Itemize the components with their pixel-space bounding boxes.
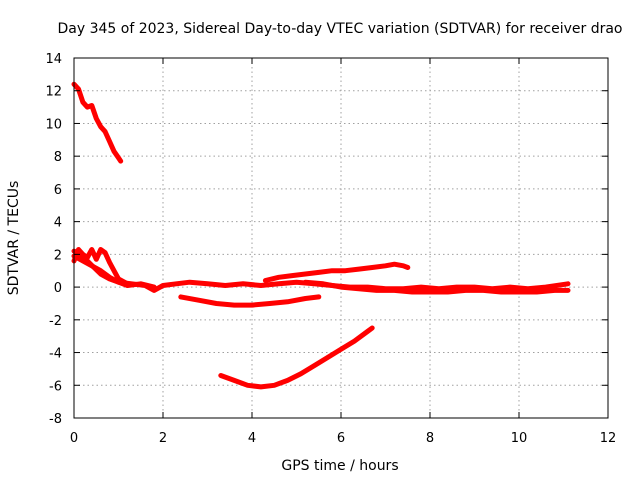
y-tick-label: -4 xyxy=(49,347,62,362)
x-tick-label: 12 xyxy=(600,431,617,446)
x-tick-label: 0 xyxy=(70,431,78,446)
x-tick-label: 10 xyxy=(511,431,528,446)
y-tick-label: 2 xyxy=(54,248,62,263)
x-tick-label: 2 xyxy=(159,431,167,446)
series-arc-6 xyxy=(262,261,411,283)
series-arc-7 xyxy=(302,279,571,295)
y-tick-label: -8 xyxy=(49,412,62,427)
y-tick-label: 12 xyxy=(45,85,62,100)
x-tick-label: 8 xyxy=(426,431,434,446)
series-arc-8 xyxy=(218,325,375,390)
series-arc-4 xyxy=(71,253,157,290)
axis-ticks: 0 2 4 6 8 10 12 -8 -6 -4 -2 0 2 4 6 8 10 12 14 xyxy=(45,52,616,446)
y-tick-label: 8 xyxy=(54,150,62,165)
x-tick-label: 4 xyxy=(248,431,256,446)
y-tick-label: 6 xyxy=(54,183,62,198)
y-tick-label: 10 xyxy=(45,117,62,132)
x-tick-label: 6 xyxy=(337,431,345,446)
y-tick-label: 4 xyxy=(54,216,62,231)
chart-title: Day 345 of 2023, Sidereal Day-to-day VTE… xyxy=(57,21,622,37)
series-arc-3 xyxy=(71,247,130,287)
series-arc-5 xyxy=(178,294,322,308)
series-arc-1 xyxy=(71,81,124,164)
y-tick-label: 14 xyxy=(45,52,62,67)
x-axis-label: GPS time / hours xyxy=(281,458,398,474)
series-layer xyxy=(71,81,571,390)
y-tick-label: -6 xyxy=(49,379,62,394)
y-tick-label: -2 xyxy=(49,314,62,329)
y-tick-label: 0 xyxy=(54,281,62,296)
y-axis-label: SDTVAR / TECUs xyxy=(6,181,22,296)
